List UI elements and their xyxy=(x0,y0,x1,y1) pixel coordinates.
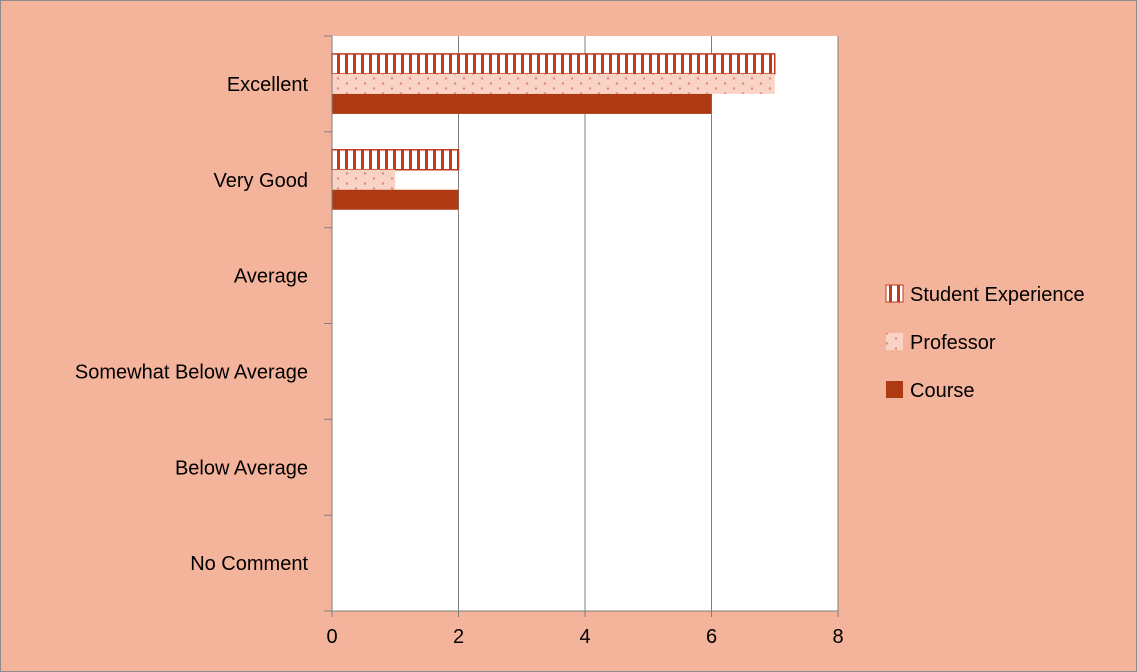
x-tick-label: 0 xyxy=(326,626,337,648)
axis-layer: 0 2 4 6 8 Excellent Very Good Average Somewhat B… xyxy=(75,35,844,648)
legend: Student Experience Professor Course xyxy=(885,284,1085,402)
y-tick-label: Below Average xyxy=(175,457,308,479)
y-tick-label: Very Good xyxy=(213,170,308,192)
legend-swatch xyxy=(885,284,904,303)
bar-course xyxy=(332,189,459,210)
x-tick-label: 8 xyxy=(832,626,843,648)
legend-label: Student Experience xyxy=(910,284,1085,306)
y-tick-label: Somewhat Below Average xyxy=(75,361,308,383)
legend-swatch xyxy=(886,333,903,350)
bar-course xyxy=(332,93,712,114)
bars-layer xyxy=(331,53,776,210)
x-tick-label: 6 xyxy=(706,626,717,648)
bar-professor xyxy=(332,73,775,94)
y-tick-label: No Comment xyxy=(190,553,308,575)
x-tick-label: 4 xyxy=(579,626,590,648)
y-tick-label: Excellent xyxy=(227,74,309,96)
legend-label: Course xyxy=(910,380,974,402)
x-tick-label: 2 xyxy=(453,626,464,648)
y-tick-label: Average xyxy=(234,266,308,288)
legend-label: Professor xyxy=(910,332,996,354)
bar-student-experience xyxy=(331,53,776,75)
grid-layer xyxy=(458,36,839,611)
bar-student-experience xyxy=(331,149,460,171)
legend-swatch xyxy=(886,381,903,398)
bar-professor xyxy=(332,169,396,190)
